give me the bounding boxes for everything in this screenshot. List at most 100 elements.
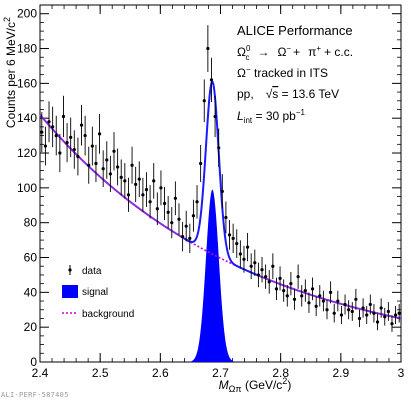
y-tick-label: 200 xyxy=(17,7,37,21)
data-point xyxy=(90,126,94,166)
data-point xyxy=(271,253,275,280)
data-marker xyxy=(285,294,289,298)
data-point xyxy=(310,277,315,301)
data-marker xyxy=(148,200,152,204)
data-marker xyxy=(242,257,246,261)
data-point xyxy=(329,281,333,304)
y-tick-label: 160 xyxy=(17,76,37,90)
data-point xyxy=(177,203,181,235)
legend-signal-swatch xyxy=(62,285,78,298)
data-marker xyxy=(271,264,275,268)
data-point xyxy=(79,104,84,146)
data-point xyxy=(375,313,380,331)
data-point xyxy=(97,113,102,154)
data-point xyxy=(354,288,358,310)
data-point xyxy=(123,163,127,199)
data-point xyxy=(296,264,300,289)
data-marker xyxy=(278,276,282,281)
data-marker xyxy=(72,147,76,152)
y-tick-label: 40 xyxy=(24,285,38,299)
data-point xyxy=(339,305,344,325)
data-point xyxy=(253,249,257,276)
data-marker xyxy=(282,289,286,293)
x-tick-label: 2.7 xyxy=(212,366,229,380)
data-point xyxy=(191,199,196,232)
legend: data signal background xyxy=(62,265,134,320)
data-point xyxy=(260,257,264,283)
data-marker xyxy=(213,114,217,119)
data-point xyxy=(206,25,210,72)
data-marker xyxy=(54,134,58,138)
data-marker xyxy=(116,165,120,169)
data-marker xyxy=(83,134,87,138)
data-marker xyxy=(65,140,69,145)
data-point xyxy=(227,219,232,250)
data-marker xyxy=(393,313,398,317)
data-marker xyxy=(361,306,365,310)
data-point xyxy=(242,245,246,273)
data-marker xyxy=(159,186,163,190)
data-point xyxy=(224,201,228,234)
data-marker xyxy=(289,282,293,286)
data-marker xyxy=(267,280,271,284)
background-curve-left xyxy=(39,114,191,243)
data-point xyxy=(332,304,336,323)
data-marker xyxy=(69,135,73,139)
y-tick-label: 0 xyxy=(30,355,37,369)
data-point xyxy=(267,270,271,294)
data-marker xyxy=(390,322,394,326)
data-point xyxy=(112,132,116,171)
data-point xyxy=(199,144,203,183)
data-point xyxy=(69,117,73,158)
data-point xyxy=(314,296,318,317)
annotation-system: pp, √s = 13.6 TeV xyxy=(237,87,339,101)
data-marker xyxy=(365,313,369,317)
data-marker xyxy=(386,309,390,314)
y-tick-label: 20 xyxy=(24,320,38,334)
data-marker xyxy=(51,125,55,129)
data-point xyxy=(321,290,325,312)
data-marker xyxy=(47,120,51,124)
data-point xyxy=(357,309,362,328)
data-marker xyxy=(347,308,351,312)
data-point xyxy=(347,300,351,320)
data-point xyxy=(144,172,149,207)
tick-labels: 2.4 2.5 2.6 2.7 2.8 2.9 3 0 20 40 60 80 100 120 140 160… xyxy=(17,7,405,380)
data-point xyxy=(54,115,58,156)
data-marker xyxy=(101,167,105,171)
legend-data-marker xyxy=(68,268,72,272)
data-point xyxy=(101,150,105,188)
legend-signal-label: signal xyxy=(82,287,108,298)
data-marker xyxy=(296,275,300,279)
data-marker xyxy=(137,177,141,181)
data-point xyxy=(274,277,279,301)
data-marker xyxy=(94,161,98,166)
data-point xyxy=(134,166,138,202)
data-marker xyxy=(166,210,170,214)
annotation-tracked: Ω− tracked in ITS xyxy=(237,65,328,80)
data-marker xyxy=(368,302,372,307)
y-tick-label: 140 xyxy=(17,111,37,125)
data-marker xyxy=(231,236,235,240)
data-marker xyxy=(180,235,185,239)
data-marker xyxy=(162,201,167,206)
data-point xyxy=(397,304,401,323)
data-marker xyxy=(249,264,253,268)
data-marker xyxy=(76,154,80,159)
data-point xyxy=(40,112,44,153)
data-marker xyxy=(90,144,94,148)
data-marker xyxy=(61,114,66,119)
annotation-block: ALICE Performance Ω0 c → Ω− + π+ + c.c. Ω− tra… xyxy=(237,23,353,125)
x-tick-label: 3 xyxy=(398,366,405,380)
data-point xyxy=(368,294,372,315)
data-point xyxy=(282,279,286,302)
data-marker xyxy=(325,308,329,312)
data-marker xyxy=(191,214,196,218)
data-point xyxy=(300,285,304,307)
data-point xyxy=(386,302,390,321)
data-marker xyxy=(119,175,123,180)
data-point xyxy=(170,207,174,239)
data-marker xyxy=(188,236,192,240)
data-marker xyxy=(260,268,264,272)
data-point xyxy=(303,279,307,302)
